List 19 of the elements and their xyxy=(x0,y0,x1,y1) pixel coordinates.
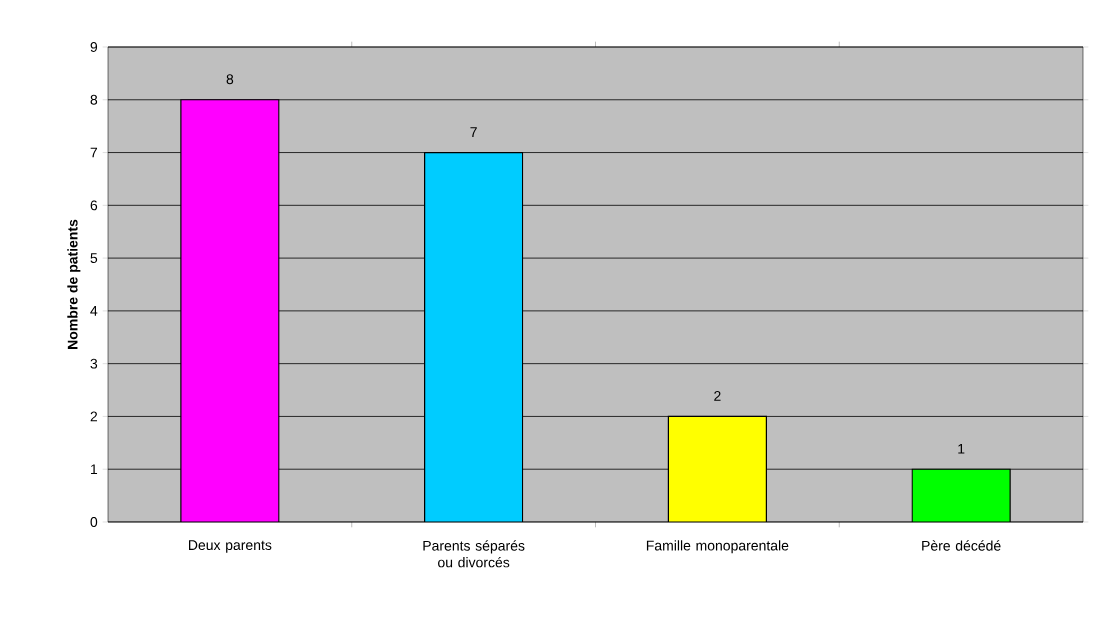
x-tick-label: Deux parents xyxy=(189,540,272,553)
x-tick-label: Père décédé xyxy=(922,540,1001,551)
y-tick-label: 6 xyxy=(90,200,98,211)
y-tick-label: 8 xyxy=(90,94,98,105)
y-tick-label: 9 xyxy=(90,42,98,52)
y-tick-label: 7 xyxy=(90,147,98,158)
y-tick-label: 4 xyxy=(90,306,98,316)
x-tick-label: Famille monoparentale xyxy=(646,540,789,554)
x-tick-label: Parents séparés ou divorcés xyxy=(423,540,525,568)
y-tick-label: 5 xyxy=(90,253,98,263)
y-axis-title: Nombre de patients xyxy=(67,219,81,349)
data-label: 2 xyxy=(714,391,721,401)
y-tick-label: 1 xyxy=(91,464,98,475)
data-label: 7 xyxy=(470,127,477,137)
data-label: 1 xyxy=(958,443,965,454)
y-tick-label: 3 xyxy=(90,358,98,369)
data-label: 8 xyxy=(226,74,234,85)
y-tick-label: 0 xyxy=(90,517,98,527)
y-tick-label: 2 xyxy=(90,411,98,422)
